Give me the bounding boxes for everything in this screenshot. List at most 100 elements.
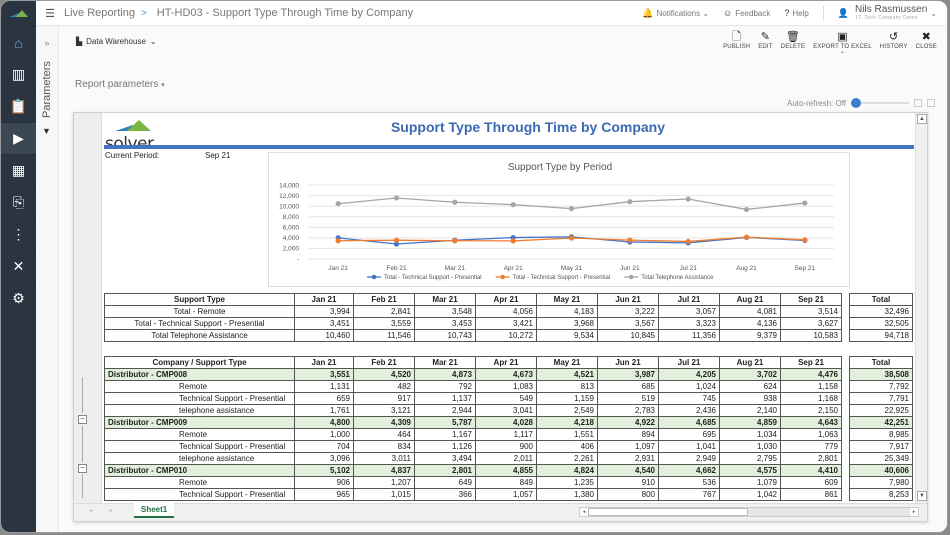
app-logo[interactable] xyxy=(1,1,36,26)
cell-value[interactable]: 40,606 xyxy=(849,464,913,477)
cell-value[interactable]: 3,421 xyxy=(475,317,537,330)
cell-value[interactable]: 3,222 xyxy=(597,305,659,318)
cell-value[interactable]: 10,272 xyxy=(475,329,537,342)
scroll-left-arrow[interactable]: ◂ xyxy=(580,508,588,516)
vertical-scrollbar[interactable]: ▲ ▼ xyxy=(915,113,927,503)
export-to-excel-button[interactable]: ▣ EXPORT TO EXCEL ⌄ xyxy=(813,30,872,55)
cell-value[interactable]: 3,323 xyxy=(658,317,720,330)
cell-value[interactable]: 22,925 xyxy=(849,404,913,417)
cell-value[interactable]: 792 xyxy=(414,380,476,393)
cell-value[interactable]: 549 xyxy=(475,392,537,405)
cell-value[interactable]: 4,056 xyxy=(475,305,537,318)
cell-value[interactable]: 1,117 xyxy=(475,428,537,441)
sidebar-item-binders[interactable]: ▥ xyxy=(1,58,36,90)
cell-value[interactable]: 1,057 xyxy=(475,488,537,501)
cell-value[interactable]: 4,520 xyxy=(353,368,415,381)
row-label[interactable]: telephone assistance xyxy=(104,404,295,417)
cell-value[interactable]: 767 xyxy=(658,488,720,501)
filter-icon[interactable]: ▼ xyxy=(42,126,51,136)
scroll-down-arrow[interactable]: ▼ xyxy=(917,491,927,501)
cell-value[interactable]: 3,551 xyxy=(294,368,354,381)
cell-value[interactable]: 4,824 xyxy=(536,464,598,477)
feedback-link[interactable]: ☺ Feedback xyxy=(723,8,770,18)
cell-value[interactable]: 406 xyxy=(536,440,598,453)
cell-value[interactable]: 1,380 xyxy=(536,488,598,501)
cell-value[interactable]: 1,158 xyxy=(780,380,842,393)
cell-value[interactable]: 4,136 xyxy=(719,317,781,330)
cell-value[interactable]: 900 xyxy=(475,440,537,453)
cell-value[interactable]: 10,583 xyxy=(780,329,842,342)
cell-value[interactable]: 9,379 xyxy=(719,329,781,342)
cell-value[interactable]: 965 xyxy=(294,488,354,501)
cell-value[interactable]: 519 xyxy=(597,392,659,405)
sidebar-item-report-play[interactable]: ▶ xyxy=(1,122,36,154)
cell-value[interactable]: 3,494 xyxy=(414,452,476,465)
cell-value[interactable]: 7,792 xyxy=(849,380,913,393)
cell-value[interactable]: 1,015 xyxy=(353,488,415,501)
cell-value[interactable]: 1,000 xyxy=(294,428,354,441)
cell-value[interactable]: 10,460 xyxy=(294,329,354,342)
collapse-group-button[interactable]: − xyxy=(78,415,87,425)
cell-value[interactable]: 7,980 xyxy=(849,476,913,489)
cell-value[interactable]: 1,024 xyxy=(658,380,720,393)
cell-value[interactable]: 11,546 xyxy=(353,329,415,342)
cell-value[interactable]: 1,137 xyxy=(414,392,476,405)
popout-icon[interactable] xyxy=(914,99,922,107)
cell-value[interactable]: 3,514 xyxy=(780,305,842,318)
row-label[interactable]: Distributor - CMP009 xyxy=(104,416,295,429)
cell-value[interactable]: 3,451 xyxy=(294,317,354,330)
cell-value[interactable]: 779 xyxy=(780,440,842,453)
row-label[interactable]: Technical Support - Presential xyxy=(104,488,295,501)
cell-value[interactable]: 4,205 xyxy=(658,368,720,381)
scroll-thumb[interactable] xyxy=(588,508,748,516)
cell-value[interactable]: 4,662 xyxy=(658,464,720,477)
sheet-nav-arrows[interactable]: ◂ ▸ xyxy=(89,508,121,514)
cell-value[interactable]: 1,159 xyxy=(536,392,598,405)
cell-value[interactable]: 2,801 xyxy=(414,464,476,477)
cell-value[interactable]: 464 xyxy=(353,428,415,441)
cell-value[interactable]: 2,140 xyxy=(719,404,781,417)
horizontal-scrollbar[interactable]: ◂ ▸ xyxy=(579,507,919,517)
cell-value[interactable]: 2,150 xyxy=(780,404,842,417)
cell-value[interactable]: 685 xyxy=(597,380,659,393)
cell-value[interactable]: 2,783 xyxy=(597,404,659,417)
cell-value[interactable]: 3,559 xyxy=(353,317,415,330)
cell-value[interactable]: 2,261 xyxy=(536,452,598,465)
cell-value[interactable]: 1,063 xyxy=(780,428,842,441)
cell-value[interactable]: 3,121 xyxy=(353,404,415,417)
sidebar-item-hierarchy[interactable]: ⋮ xyxy=(1,218,36,250)
cell-value[interactable]: 1,761 xyxy=(294,404,354,417)
cell-value[interactable]: 4,643 xyxy=(780,416,842,429)
cell-value[interactable]: 2,436 xyxy=(658,404,720,417)
cell-value[interactable]: 3,968 xyxy=(536,317,598,330)
scroll-right-arrow[interactable]: ▸ xyxy=(910,508,918,516)
cell-value[interactable]: 2,931 xyxy=(597,452,659,465)
cell-value[interactable]: 42,251 xyxy=(849,416,913,429)
cell-value[interactable]: 4,873 xyxy=(414,368,476,381)
cell-value[interactable]: 1,167 xyxy=(414,428,476,441)
cell-value[interactable]: 32,505 xyxy=(849,317,913,330)
cell-value[interactable]: 1,097 xyxy=(597,440,659,453)
row-label[interactable]: telephone assistance xyxy=(104,452,295,465)
cell-value[interactable]: 1,551 xyxy=(536,428,598,441)
row-label[interactable]: Remote xyxy=(104,380,295,393)
cell-value[interactable]: 4,575 xyxy=(719,464,781,477)
scroll-up-arrow[interactable]: ▲ xyxy=(917,114,927,124)
cell-value[interactable]: 4,521 xyxy=(536,368,598,381)
cell-value[interactable]: 938 xyxy=(719,392,781,405)
cell-value[interactable]: 917 xyxy=(353,392,415,405)
cell-value[interactable]: 2,944 xyxy=(414,404,476,417)
cell-value[interactable]: 659 xyxy=(294,392,354,405)
parameters-label[interactable]: Parameters xyxy=(41,61,53,118)
cell-value[interactable]: 2,841 xyxy=(353,305,415,318)
cell-value[interactable]: 3,987 xyxy=(597,368,659,381)
cell-value[interactable]: 3,548 xyxy=(414,305,476,318)
cell-value[interactable]: 1,030 xyxy=(719,440,781,453)
cell-value[interactable]: 3,057 xyxy=(658,305,720,318)
cell-value[interactable]: 25,349 xyxy=(849,452,913,465)
cell-value[interactable]: 5,787 xyxy=(414,416,476,429)
cell-value[interactable]: 7,791 xyxy=(849,392,913,405)
cell-value[interactable]: 5,102 xyxy=(294,464,354,477)
cell-value[interactable]: 1,041 xyxy=(658,440,720,453)
cell-value[interactable]: 4,309 xyxy=(353,416,415,429)
